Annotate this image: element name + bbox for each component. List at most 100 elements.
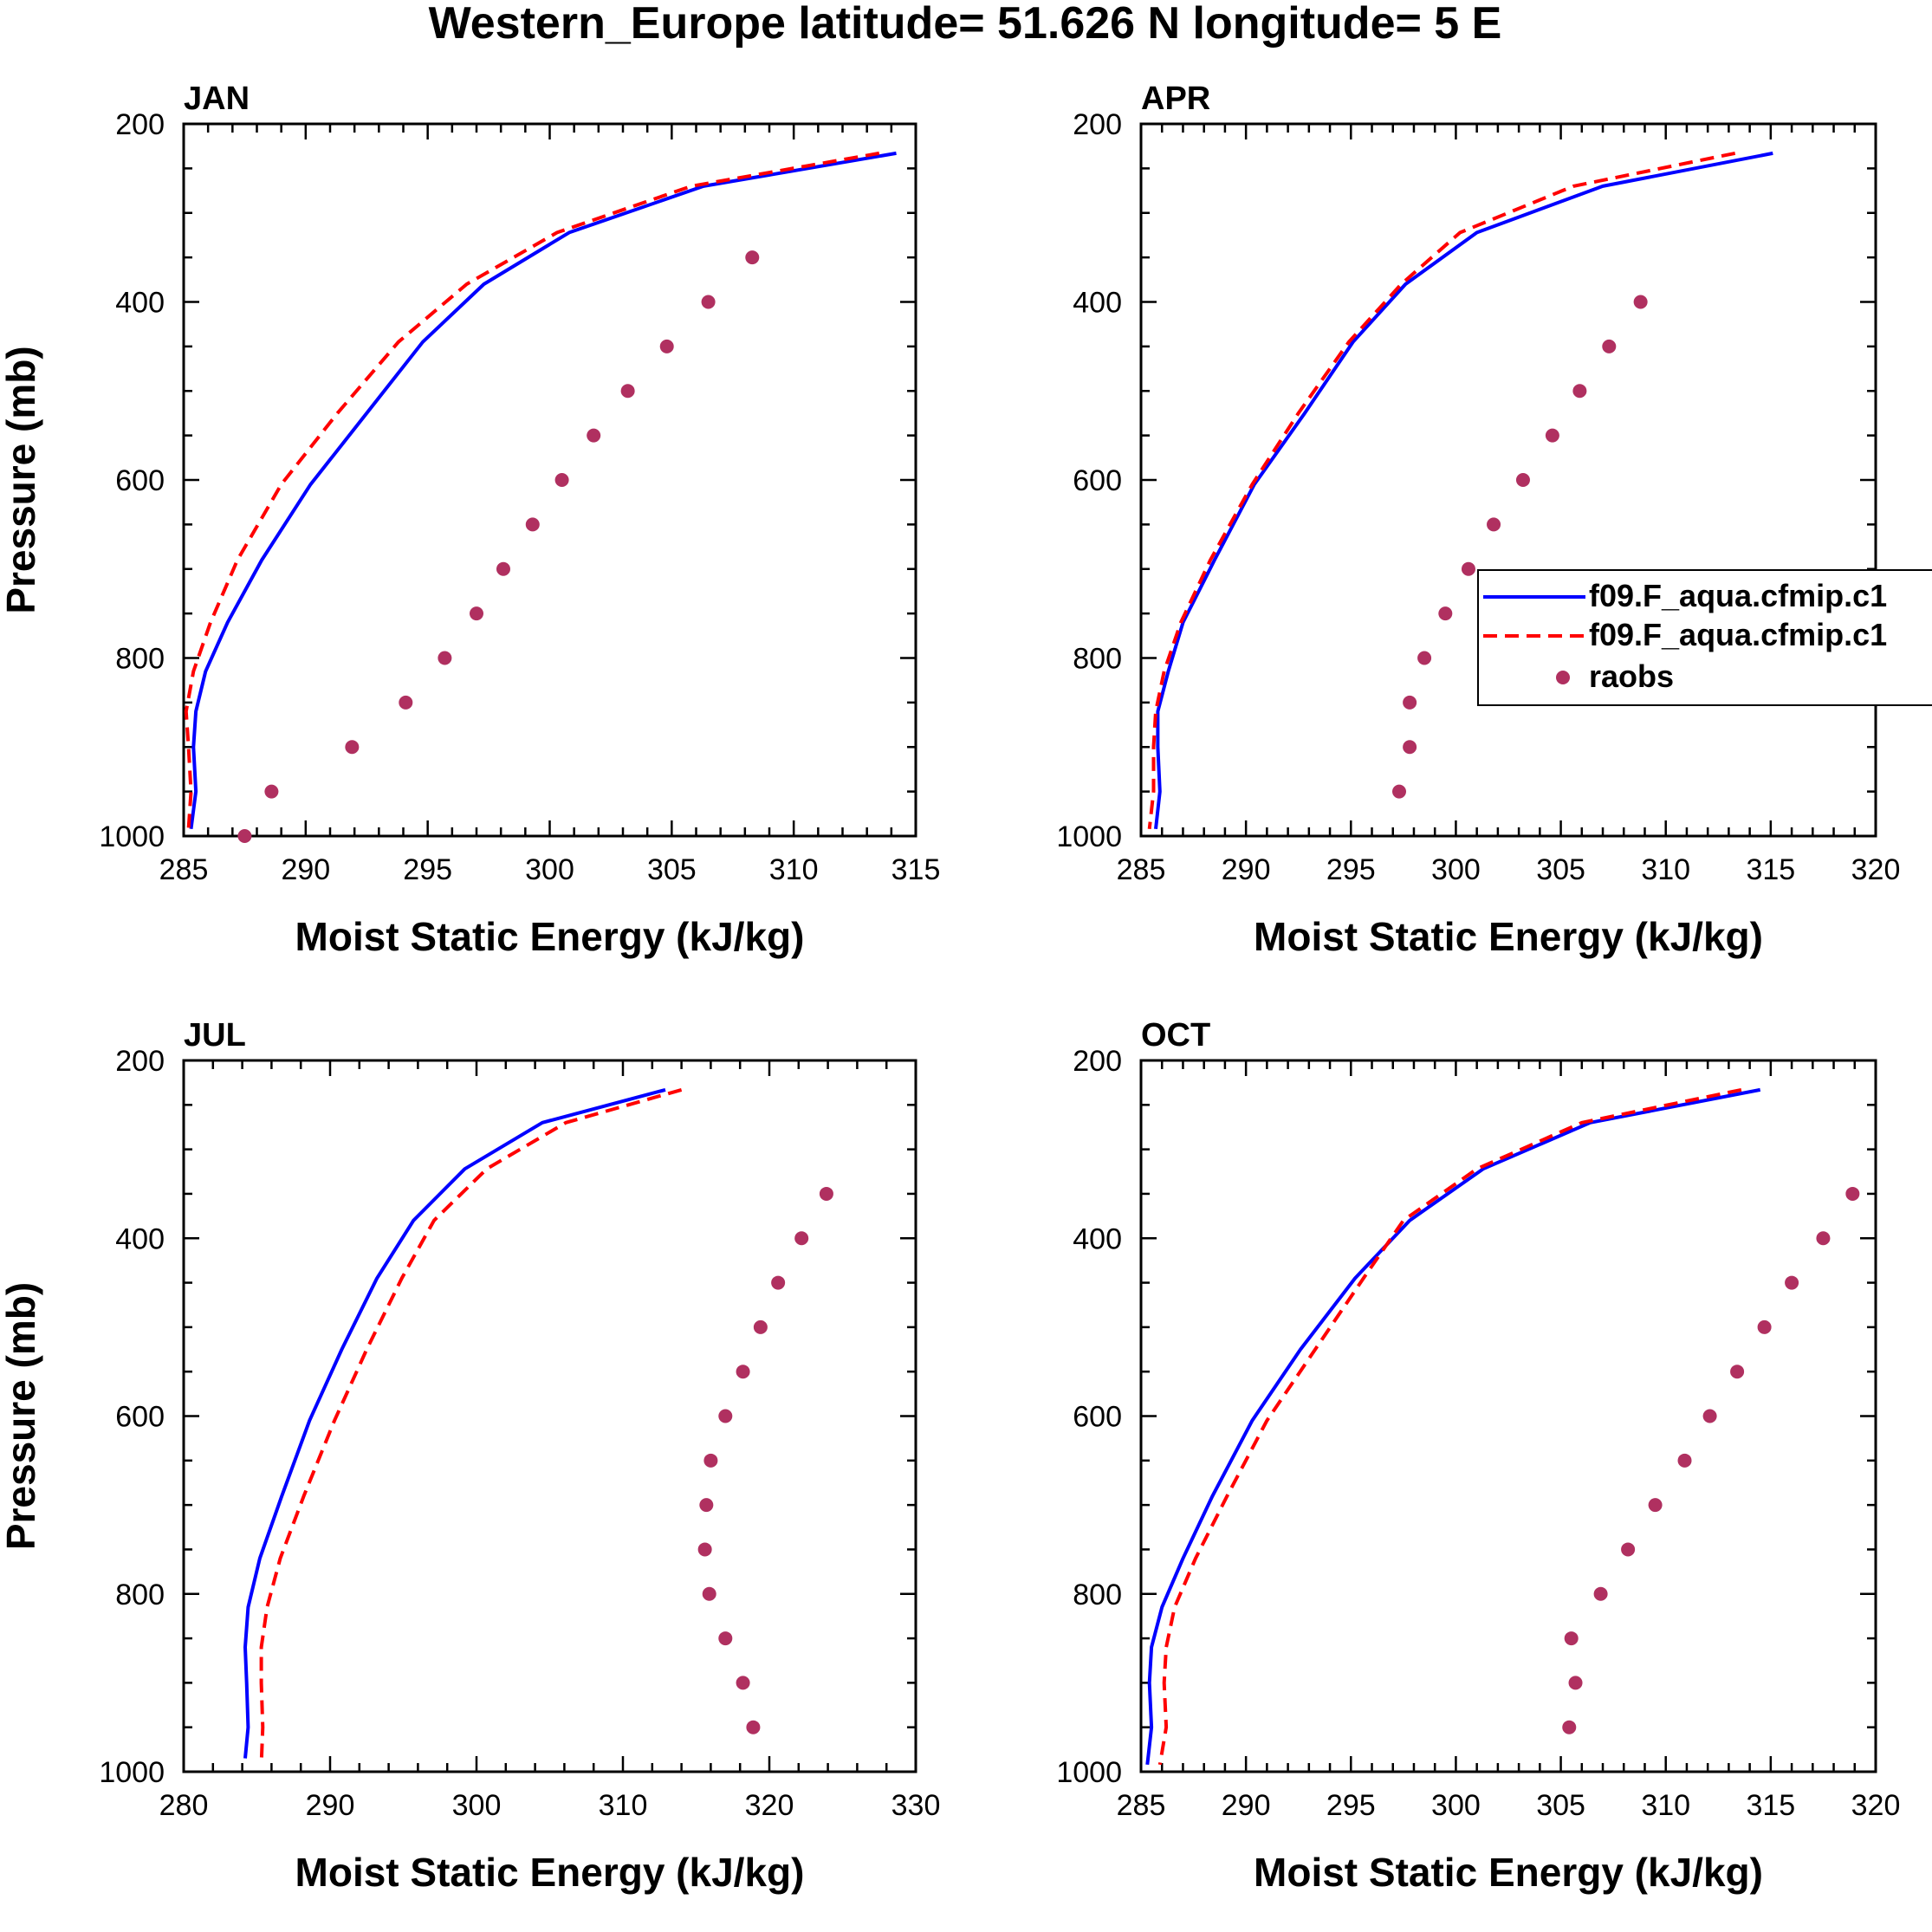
y-tick-label: 400 xyxy=(1073,1222,1122,1255)
raobs-point xyxy=(1417,651,1432,665)
raobs-point xyxy=(1621,1542,1636,1557)
raobs-point xyxy=(819,1186,833,1201)
raobs-point xyxy=(702,1586,716,1601)
raobs-point xyxy=(1730,1365,1745,1379)
raobs-point xyxy=(771,1275,786,1290)
y-tick-label: 400 xyxy=(115,1222,165,1255)
x-tick-label: 330 xyxy=(891,1789,941,1822)
x-tick-label: 285 xyxy=(1117,1789,1166,1822)
y-axis-title: Pressure (mb) xyxy=(0,1282,43,1550)
x-tick-label: 310 xyxy=(1641,853,1690,886)
raobs-point xyxy=(718,1409,733,1423)
raobs-point xyxy=(1392,784,1407,799)
raobs-point xyxy=(554,473,569,487)
raobs-point xyxy=(746,1720,761,1734)
x-tick-label: 290 xyxy=(281,853,330,886)
raobs-point xyxy=(496,561,510,576)
raobs-point xyxy=(1702,1409,1717,1423)
model-line-dashed xyxy=(1157,1087,1742,1766)
raobs-point xyxy=(736,1676,750,1690)
raobs-point xyxy=(794,1231,809,1246)
x-tick-label: 305 xyxy=(647,853,697,886)
y-tick-label: 1000 xyxy=(99,1756,165,1789)
x-tick-label: 285 xyxy=(1117,853,1166,886)
raobs-point xyxy=(1545,428,1559,443)
raobs-point xyxy=(438,651,452,665)
raobs-point xyxy=(697,1542,712,1557)
x-axis-title: Moist Static Energy (kJ/kg) xyxy=(295,914,805,959)
legend-label: f09.F_aqua.cfmip.c1 xyxy=(1589,617,1887,652)
y-tick-label: 600 xyxy=(1073,464,1122,497)
raobs-point xyxy=(587,428,601,443)
raobs-point xyxy=(1438,606,1453,621)
raobs-point xyxy=(753,1319,768,1334)
raobs-point xyxy=(1572,384,1587,399)
x-tick-label: 295 xyxy=(403,853,452,886)
raobs-point xyxy=(1785,1275,1799,1290)
panel-label: APR xyxy=(1141,81,1210,117)
x-tick-label: 320 xyxy=(745,1789,794,1822)
raobs-point xyxy=(1562,1720,1577,1734)
x-tick-label: 300 xyxy=(1431,853,1481,886)
y-tick-label: 800 xyxy=(1073,643,1122,676)
raobs-point xyxy=(1461,561,1475,576)
raobs-point xyxy=(1568,1676,1583,1690)
x-tick-label: 290 xyxy=(306,1789,355,1822)
y-tick-label: 800 xyxy=(115,643,165,676)
x-tick-label: 285 xyxy=(159,853,209,886)
plot-frame xyxy=(182,1059,917,1773)
x-axis-title: Moist Static Energy (kJ/kg) xyxy=(1254,1850,1763,1895)
y-tick-label: 200 xyxy=(1073,108,1122,141)
model-line-solid xyxy=(1154,151,1773,830)
raobs-point xyxy=(659,339,674,353)
y-tick-label: 1000 xyxy=(99,820,165,853)
y-tick-label: 200 xyxy=(115,108,165,141)
raobs-point xyxy=(1648,1498,1663,1513)
raobs-point xyxy=(718,1631,733,1646)
legend-swatch-dots xyxy=(1556,671,1570,684)
raobs-point xyxy=(1816,1231,1831,1246)
x-tick-label: 305 xyxy=(1536,1789,1585,1822)
y-tick-label: 1000 xyxy=(1056,1756,1122,1789)
y-tick-label: 600 xyxy=(115,464,165,497)
model-line-dashed xyxy=(184,151,880,829)
raobs-point xyxy=(736,1365,750,1379)
raobs-point xyxy=(745,250,760,265)
model-line-dashed xyxy=(259,1087,683,1765)
x-axis-title: Moist Static Energy (kJ/kg) xyxy=(1254,914,1763,959)
raobs-point xyxy=(1602,339,1617,353)
y-tick-label: 1000 xyxy=(1056,820,1122,853)
model-line-solid xyxy=(243,1087,666,1759)
x-tick-label: 315 xyxy=(1746,853,1795,886)
y-tick-label: 400 xyxy=(115,287,165,320)
raobs-point xyxy=(1515,473,1530,487)
y-tick-label: 800 xyxy=(115,1579,165,1611)
panel-label: JUL xyxy=(184,1017,246,1054)
y-tick-label: 400 xyxy=(1073,287,1122,320)
y-tick-label: 200 xyxy=(115,1045,165,1078)
x-tick-label: 320 xyxy=(1851,853,1901,886)
x-tick-label: 315 xyxy=(891,853,941,886)
x-tick-label: 310 xyxy=(599,1789,648,1822)
raobs-point xyxy=(1633,295,1648,309)
legend-label: raobs xyxy=(1589,658,1674,694)
chart-panel-oct: OCT 285 290 295 300 305 310 315 320 200 400 600 800 1… xyxy=(1056,1017,1900,1895)
chart-panel-jul: JUL 280 290 300 310 320 330 200 400 600 800 1000 Moi… xyxy=(0,1017,940,1895)
panels-container: JAN 285 290 295 300 305 310 315 200 400 600 800 1000… xyxy=(0,81,1932,1895)
raobs-point xyxy=(620,384,635,399)
model-line-dashed xyxy=(1147,151,1736,830)
x-tick-label: 290 xyxy=(1222,853,1271,886)
raobs-point xyxy=(1403,740,1417,755)
raobs-point xyxy=(264,784,279,799)
legend: f09.F_aqua.cfmip.c1 f09.F_aqua.cfmip.c1ra… xyxy=(1477,569,1932,706)
raobs-point xyxy=(1564,1631,1579,1646)
raobs-point xyxy=(525,517,540,532)
raobs-point xyxy=(345,740,360,755)
y-tick-label: 600 xyxy=(115,1401,165,1434)
model-line-solid xyxy=(189,151,897,830)
x-tick-label: 280 xyxy=(159,1789,209,1822)
raobs-point xyxy=(1403,695,1417,710)
chart-panel-apr: APR 285 290 295 300 305 310 315 320 200 400 600 800 1… xyxy=(1056,81,1900,959)
y-axis-title: Pressure (mb) xyxy=(0,346,43,613)
